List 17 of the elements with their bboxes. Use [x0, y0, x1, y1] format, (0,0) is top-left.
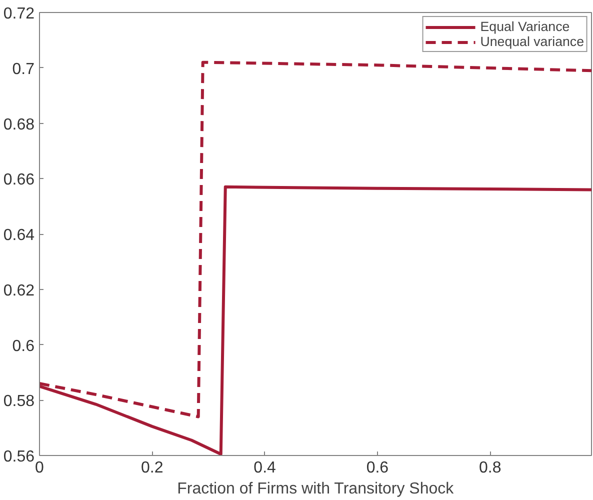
y-tick-label: 0.58 — [3, 393, 35, 410]
x-tick-label: 0.2 — [141, 460, 164, 476]
y-tick-label: 0.56 — [3, 448, 35, 466]
legend-label: Unequal variance — [480, 34, 584, 49]
y-tick-label: 0.64 — [3, 227, 35, 244]
y-tick-label: 0.7 — [12, 60, 35, 78]
y-tick-label: 0.66 — [3, 172, 35, 189]
x-tick-label: 0 — [35, 460, 44, 476]
y-tick-label: 0.68 — [3, 116, 35, 134]
x-tick-label: 0.8 — [478, 460, 502, 476]
y-tick-label: 0.62 — [3, 282, 35, 300]
x-tick-label: 0.6 — [366, 460, 389, 476]
y-tick-label: 0.6 — [12, 338, 35, 355]
x-axis-title: Fraction of Firms with Transitory Shock — [177, 480, 455, 498]
legend-label: Equal Variance — [480, 19, 570, 34]
x-tick-label: 0.4 — [254, 460, 276, 476]
y-tick-label: 0.72 — [3, 6, 35, 22]
